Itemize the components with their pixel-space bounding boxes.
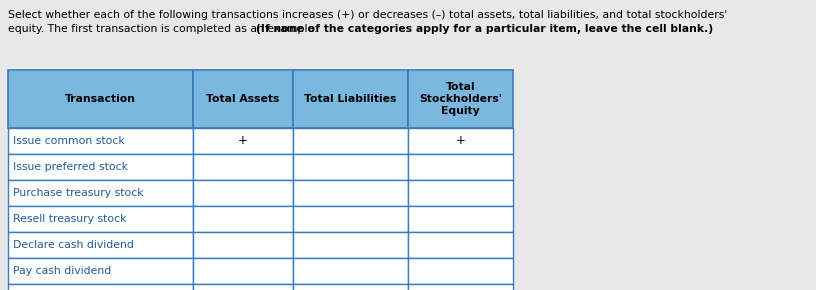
Bar [293, 284, 408, 290]
Text: Pay cash dividend: Pay cash dividend [13, 266, 111, 276]
Bar [408, 180, 513, 206]
Bar [408, 128, 513, 154]
Text: Purchase treasury stock: Purchase treasury stock [13, 188, 144, 198]
Bar [293, 180, 408, 206]
Text: +: + [455, 135, 465, 148]
Text: (If none of the categories apply for a particular item, leave the cell blank.): (If none of the categories apply for a p… [256, 24, 713, 34]
Bar [193, 154, 293, 180]
Bar [8, 206, 193, 232]
Text: Resell treasury stock: Resell treasury stock [13, 214, 126, 224]
Bar [408, 70, 513, 128]
Text: Total
Stockholders'
Equity: Total Stockholders' Equity [419, 81, 502, 116]
Bar [193, 232, 293, 258]
Bar [8, 258, 193, 284]
Bar [193, 206, 293, 232]
Bar [408, 284, 513, 290]
Bar [193, 70, 293, 128]
Bar [293, 206, 408, 232]
Bar [193, 128, 293, 154]
Bar [408, 154, 513, 180]
Bar [293, 232, 408, 258]
Bar [193, 284, 293, 290]
Bar [293, 70, 408, 128]
Bar [193, 258, 293, 284]
Bar [408, 232, 513, 258]
Text: Issue common stock: Issue common stock [13, 136, 125, 146]
Text: Declare cash dividend: Declare cash dividend [13, 240, 134, 250]
Text: Issue preferred stock: Issue preferred stock [13, 162, 128, 172]
Text: +: + [238, 135, 248, 148]
Bar [8, 232, 193, 258]
Bar [408, 258, 513, 284]
Bar [293, 258, 408, 284]
Text: Total Liabilities: Total Liabilities [304, 94, 397, 104]
Bar [293, 154, 408, 180]
Text: equity. The first transaction is completed as an example.: equity. The first transaction is complet… [8, 24, 322, 34]
Bar [293, 128, 408, 154]
Bar [408, 206, 513, 232]
Bar [8, 154, 193, 180]
Text: Select whether each of the following transactions increases (+) or decreases (–): Select whether each of the following tra… [8, 10, 727, 20]
Text: Total Assets: Total Assets [206, 94, 280, 104]
Text: Transaction: Transaction [65, 94, 136, 104]
Bar [8, 128, 193, 154]
Bar [8, 70, 193, 128]
Bar [8, 284, 193, 290]
Bar [193, 180, 293, 206]
Bar [8, 180, 193, 206]
